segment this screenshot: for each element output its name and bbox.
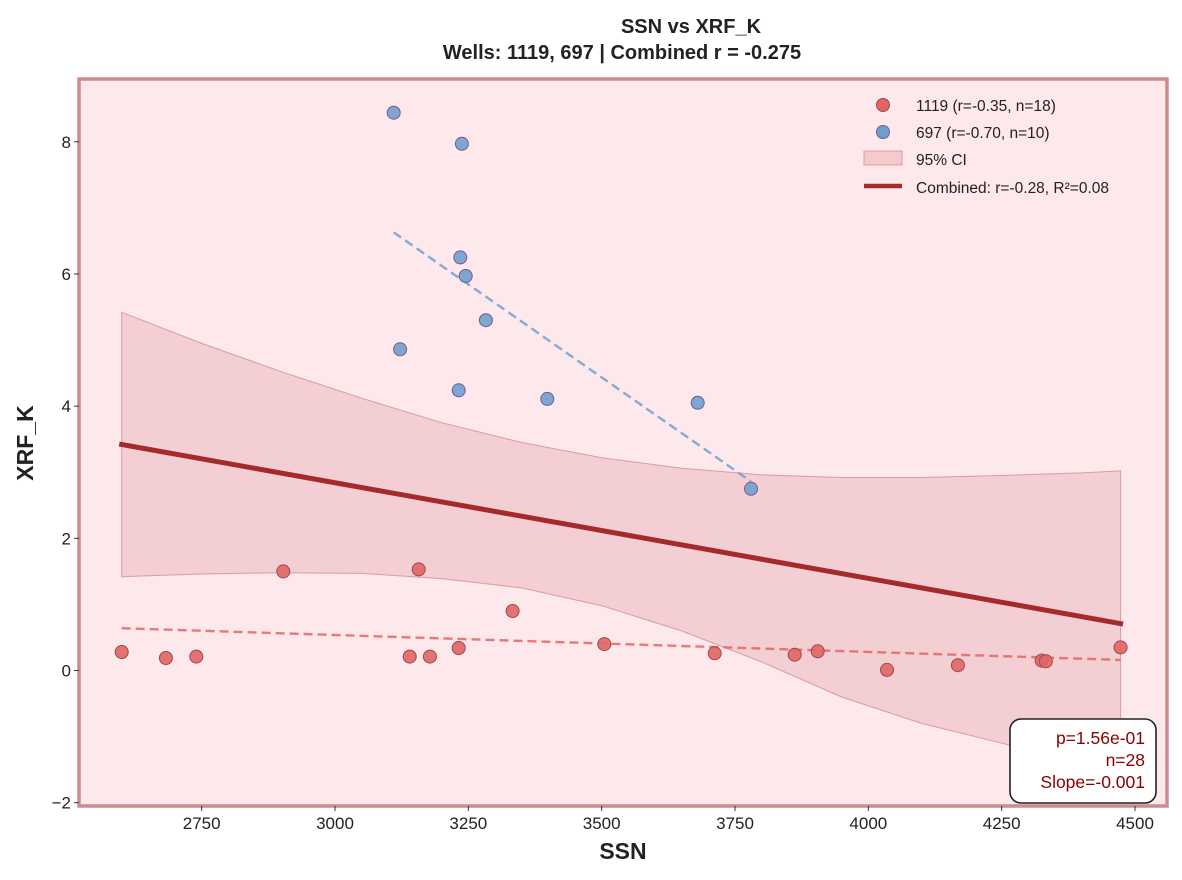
data-point-series-1-14: [880, 662, 894, 677]
y-tick-label: 4: [62, 397, 71, 416]
y-tick-label: 6: [62, 265, 71, 284]
data-point-series-2-2: [393, 342, 408, 357]
data-point-series-1-5: [402, 649, 417, 664]
data-point-series-1-11: [707, 646, 722, 661]
x-tick-label: 4000: [849, 814, 887, 833]
trend-line-series-2: [392, 231, 752, 483]
legend-label-1119: 1119 (r=-0.35, n=18): [916, 98, 1056, 115]
x-tick-label: 3000: [316, 814, 354, 833]
chart-subtitle: Wells: 1119, 697 | Combined r = -0.275: [443, 42, 801, 64]
stats-n: n=28: [1106, 750, 1145, 770]
data-point-series-1-2: [158, 651, 173, 665]
y-axis-ticks: −2 0 2 4 6 8: [52, 133, 79, 813]
data-point-series-2-7: [478, 313, 493, 328]
data-point-series-1-6: [411, 562, 426, 577]
data-point-series-2-6: [458, 269, 473, 283]
legend-label-697: 697 (r=-0.70, n=10): [916, 125, 1050, 142]
y-tick-label: −2: [52, 794, 71, 813]
legend: 1119 (r=-0.35, n=18) 697 (r=-0.70, n=10)…: [863, 98, 1109, 197]
chart-title: SSN vs XRF_K: [621, 16, 762, 38]
data-point-series-1-7: [422, 649, 437, 664]
stats-p-value: p=1.56e-01: [1056, 728, 1145, 748]
y-axis-label: XRF_K: [12, 405, 38, 481]
y-tick-label: 8: [62, 133, 71, 152]
x-tick-label: 3250: [449, 814, 487, 833]
y-tick-label: 2: [62, 529, 71, 548]
data-point-series-2-1: [386, 105, 401, 120]
legend-label-combined: Combined: r=-0.28, R²=0.08: [916, 180, 1109, 197]
legend-marker-697: [876, 125, 890, 139]
trend-line-series-1: [121, 627, 1121, 662]
x-tick-label: 4500: [1116, 814, 1154, 833]
stats-slope: Slope=-0.001: [1040, 772, 1145, 792]
legend-marker-ci: [863, 150, 903, 166]
plot-frame: [77, 77, 1169, 808]
legend-marker-1119: [876, 98, 890, 112]
x-tick-label: 2750: [183, 814, 221, 833]
data-point-series-1-3: [189, 649, 204, 664]
data-point-series-1-18: [1113, 640, 1128, 655]
stats-box-frame: [1009, 718, 1157, 804]
data-point-series-1-1: [114, 645, 129, 659]
data-point-series-1-9: [505, 604, 520, 618]
trend-lines-layer: [118, 231, 1124, 662]
x-tick-label: 3500: [583, 814, 621, 833]
x-axis-ticks: 2750 3000 3250 3500 3750 4000 4250 4500: [183, 806, 1154, 833]
stats-box: p=1.56e-01 n=28 Slope=-0.001: [1009, 718, 1157, 804]
x-tick-label: 3750: [716, 814, 754, 833]
legend-label-ci: 95% CI: [916, 152, 967, 169]
data-point-series-2-3: [451, 383, 466, 398]
x-axis-label: SSN: [599, 838, 646, 864]
data-point-series-2-10: [744, 481, 758, 496]
data-point-series-1-10: [597, 637, 612, 652]
data-point-series-1-8: [451, 641, 466, 655]
combined-regression-line: [118, 441, 1124, 627]
y-tick-label: 0: [62, 662, 71, 681]
x-tick-label: 4250: [983, 814, 1021, 833]
data-point-series-1-17: [1038, 654, 1053, 669]
data-point-series-1-4: [276, 564, 291, 579]
data-point-series-2-4: [453, 250, 468, 265]
data-point-series-2-8: [540, 391, 555, 406]
data-point-series-2-9: [690, 395, 705, 410]
data-points-layer: [114, 105, 1128, 677]
data-point-series-2-5: [454, 136, 469, 151]
data-point-series-1-12: [787, 647, 802, 662]
data-point-series-1-15: [950, 658, 965, 673]
data-point-series-1-13: [810, 644, 825, 659]
